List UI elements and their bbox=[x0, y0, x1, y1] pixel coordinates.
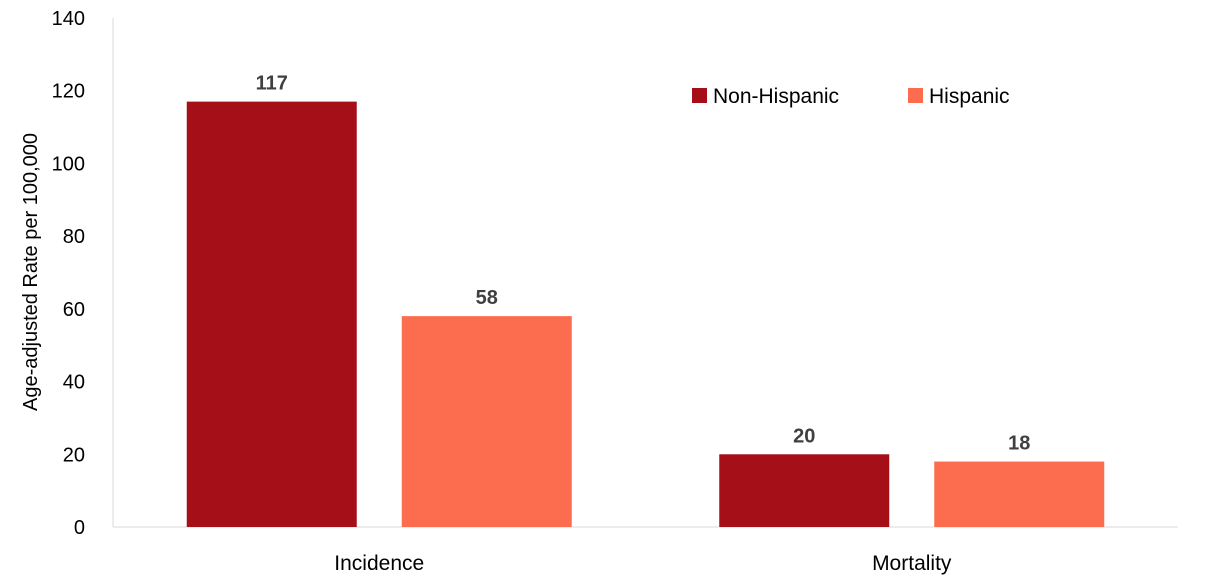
legend-label: Hispanic bbox=[929, 85, 1010, 108]
bar bbox=[719, 454, 890, 527]
bar bbox=[401, 316, 572, 527]
bar bbox=[934, 461, 1105, 527]
data-label: 58 bbox=[476, 287, 498, 309]
y-tick-label: 140 bbox=[52, 8, 85, 30]
y-axis: 0 20 40 60 80 100 120 140 bbox=[52, 8, 114, 539]
y-tick-label: 20 bbox=[63, 444, 85, 466]
y-tick-label: 0 bbox=[74, 517, 85, 539]
legend-label: Non-Hispanic bbox=[713, 85, 839, 108]
y-tick-label: 60 bbox=[63, 299, 85, 321]
data-label: 20 bbox=[793, 425, 815, 447]
legend-swatch bbox=[908, 88, 923, 103]
x-tick-label: Incidence bbox=[334, 552, 424, 575]
data-label: 18 bbox=[1008, 433, 1030, 455]
bar bbox=[186, 101, 357, 527]
x-tick-label: Mortality bbox=[872, 552, 952, 575]
y-axis-title: Age-adjusted Rate per 100,000 bbox=[20, 133, 42, 411]
y-tick-label: 40 bbox=[63, 372, 85, 394]
data-labels: 117 58 20 18 bbox=[256, 73, 1031, 455]
data-label: 117 bbox=[256, 73, 288, 95]
y-tick-label: 100 bbox=[52, 153, 85, 175]
y-tick-label: 80 bbox=[63, 226, 85, 248]
category-labels: Incidence Mortality bbox=[334, 552, 952, 575]
legend: Non-Hispanic Hispanic bbox=[692, 85, 1010, 108]
y-tick-label: 120 bbox=[52, 81, 85, 103]
y-tick-labels: 0 20 40 60 80 100 120 140 bbox=[52, 8, 85, 539]
legend-swatch bbox=[692, 88, 707, 103]
bars bbox=[186, 101, 1105, 527]
